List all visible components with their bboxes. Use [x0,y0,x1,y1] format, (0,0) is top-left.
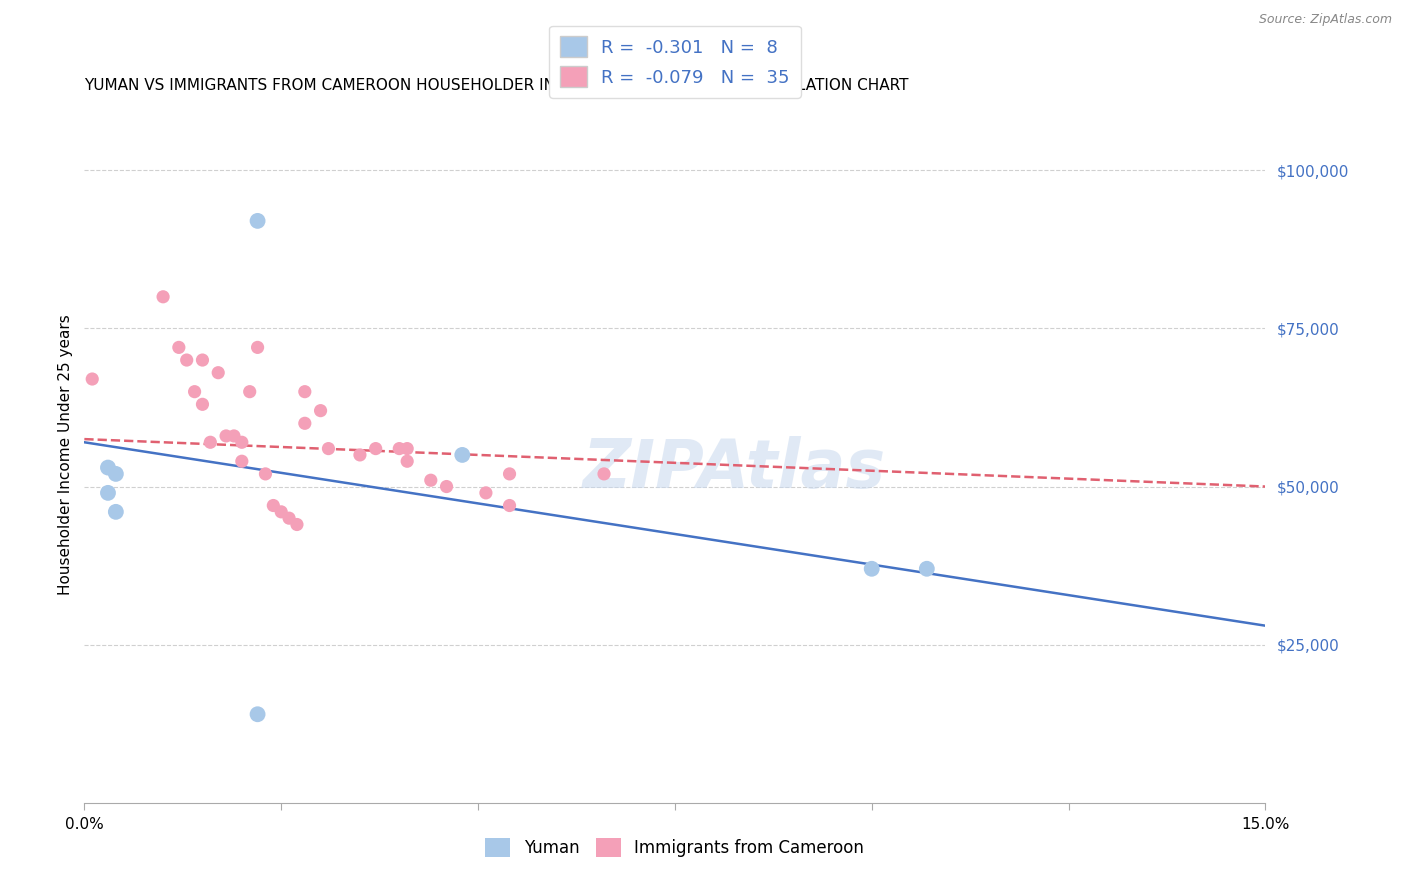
Point [97,460,120,475]
Point [396,442,419,456]
Text: ZIPAtlas: ZIPAtlas [582,436,886,502]
Point [475,486,498,500]
Point [498,467,520,481]
Point [309,403,332,417]
Point [152,290,174,304]
Point [254,467,277,481]
Point [294,417,316,431]
Point [860,562,883,576]
Point [270,505,292,519]
Point [436,479,458,493]
Text: Source: ZipAtlas.com: Source: ZipAtlas.com [1258,13,1392,27]
Point [246,340,269,354]
Point [262,499,284,513]
Point [104,467,127,481]
Point [419,473,441,487]
Point [191,397,214,411]
Point [215,429,238,443]
Point [294,384,316,399]
Point [183,384,205,399]
Point [388,442,411,456]
Point [285,517,308,532]
Point [278,511,301,525]
Point [104,505,127,519]
Point [593,467,616,481]
Point [349,448,371,462]
Point [246,707,269,722]
Point [396,454,419,468]
Point [222,429,245,443]
Text: YUMAN VS IMMIGRANTS FROM CAMEROON HOUSEHOLDER INCOME UNDER 25 YEARS CORRELATION : YUMAN VS IMMIGRANTS FROM CAMEROON HOUSEH… [84,78,908,94]
Point [200,435,222,450]
Point [498,499,520,513]
Point [82,372,104,386]
Point [231,435,253,450]
Point [167,340,190,354]
Point [364,442,387,456]
Point [97,486,120,500]
Point [191,353,214,368]
Point [207,366,229,380]
Point [451,448,474,462]
Point [176,353,198,368]
Legend: Yuman, Immigrants from Cameroon: Yuman, Immigrants from Cameroon [479,831,870,864]
Point [231,454,253,468]
Y-axis label: Householder Income Under 25 years: Householder Income Under 25 years [58,315,73,595]
Point [915,562,938,576]
Point [318,442,340,456]
Point [246,214,269,228]
Point [239,384,262,399]
